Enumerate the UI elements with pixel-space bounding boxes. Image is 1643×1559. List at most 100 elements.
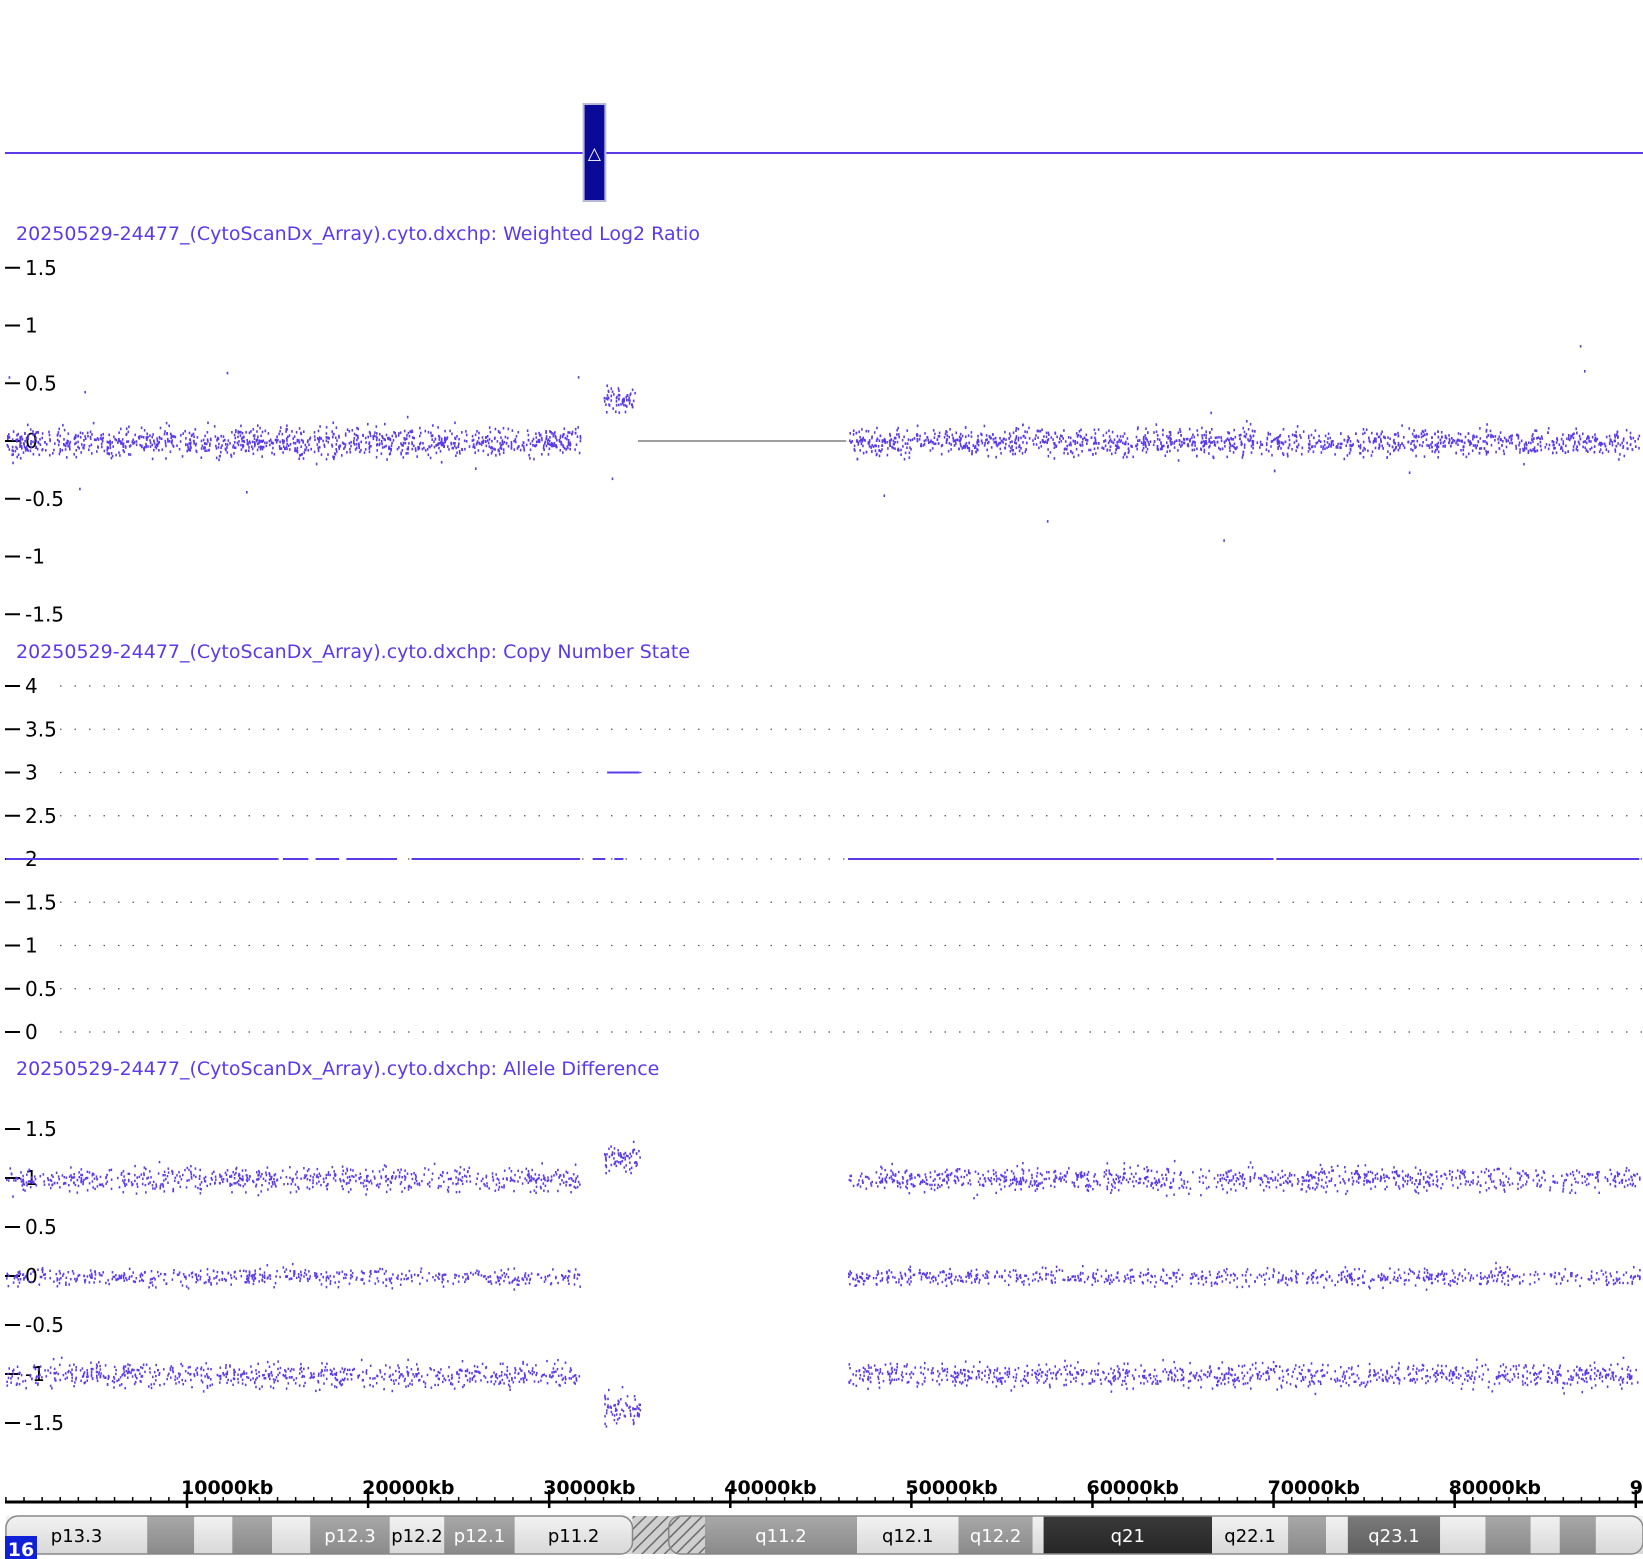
log2-point [562,445,565,448]
allele-point [527,1274,530,1278]
log2-point [1435,448,1437,452]
allele-point [496,1275,499,1278]
log2-point [1277,436,1280,439]
log2-point [1553,447,1555,450]
allele-point [552,1367,555,1370]
allele-point [472,1273,474,1276]
allele-point [177,1181,179,1184]
allele-point [421,1375,423,1378]
allele-point [327,1277,330,1280]
log2-point [618,389,620,393]
allele-point [206,1373,208,1376]
allele-point [374,1270,377,1273]
allele-point [78,1273,81,1277]
log2-point [1534,429,1536,432]
log2-point [106,440,109,444]
allele-point [277,1379,279,1383]
allele-point [559,1384,561,1387]
allele-point [417,1274,420,1277]
log2-point [975,450,977,454]
allele-point [448,1366,450,1369]
log2-point [127,430,130,434]
log2-point [240,437,243,440]
allele-point [548,1274,551,1277]
allele-point [51,1387,53,1390]
log2-point [546,439,549,443]
allele-point [1142,1182,1145,1185]
log2-point [1349,447,1352,451]
allele-point [124,1178,126,1182]
log2-point [350,440,352,444]
allele-point [219,1173,221,1176]
allele-point [406,1172,409,1175]
allele-point [579,1183,581,1186]
allele-point [279,1275,281,1279]
allele-point [523,1372,526,1375]
log2-point [1108,429,1110,433]
allele-point [24,1189,26,1192]
log2-point [1010,446,1012,450]
log2-point [898,433,900,436]
allele-point [209,1278,211,1281]
log2-point [549,443,551,446]
allele-point [44,1277,46,1280]
log2-point [221,444,223,447]
allele-point [1574,1191,1577,1195]
log2-point [976,448,978,451]
log2-point [1582,432,1584,436]
allele-point [342,1187,344,1191]
log2-point [1591,435,1594,439]
allele-point [486,1185,488,1188]
allele-point [263,1276,266,1279]
allele-point [206,1273,209,1276]
allele-point [65,1176,68,1179]
log2-point [292,441,295,445]
allele-point [172,1187,175,1191]
log2-point [1346,440,1349,444]
allele-point [329,1173,331,1177]
log2-point [1090,436,1093,439]
log2-point [627,398,630,402]
log2-point [1611,443,1614,447]
log2-point [1374,439,1377,443]
allele-point [341,1378,344,1381]
allele-point [304,1381,306,1385]
allele-point [455,1183,457,1186]
allele-point [1525,1172,1527,1175]
allele-point [573,1276,576,1279]
log2-point [190,434,193,438]
allele-point [125,1370,128,1373]
allele-point [178,1381,180,1384]
allele-point [1351,1176,1354,1179]
allele-point [199,1183,201,1186]
allele-point [91,1172,94,1175]
log2-point [1630,437,1632,440]
allele-point [90,1272,93,1275]
allele-point [299,1279,301,1283]
log2-point [444,437,447,440]
log2-point [545,431,547,434]
allele-point [128,1172,131,1176]
allele-point [202,1390,205,1393]
log2-point [1381,430,1383,433]
allele-point [151,1281,153,1284]
log2-point [927,438,929,442]
gain-segment-block[interactable] [582,103,607,202]
allele-point [91,1180,94,1183]
log2-point [1539,440,1542,444]
allele-point [470,1271,472,1275]
allele-point [538,1173,540,1177]
allele-point [335,1378,337,1381]
allele-point [273,1363,275,1366]
allele-point [163,1368,165,1371]
log2-point [494,427,497,431]
log2-point [617,393,620,397]
log2-point [1146,438,1148,442]
log2-point [353,441,355,445]
allele-point [564,1381,566,1385]
allele-point [69,1371,72,1374]
allele-point [348,1181,350,1184]
allele-point [73,1363,75,1366]
log2-point [1126,455,1128,459]
log2-point [1462,453,1465,456]
